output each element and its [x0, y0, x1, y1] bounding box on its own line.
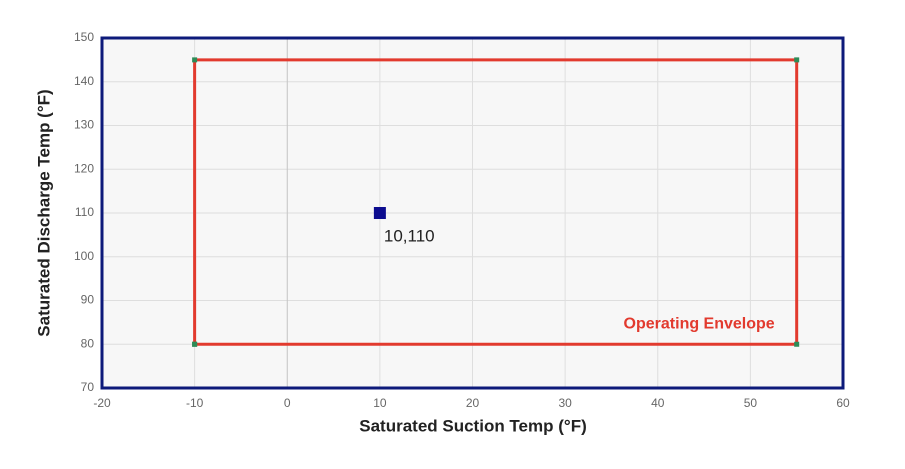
point-label: 10,110: [384, 226, 435, 245]
x-tick-label: -20: [93, 396, 111, 410]
data-point: [373, 207, 386, 219]
y-tick-label: 70: [81, 380, 95, 394]
y-tick-label: 110: [75, 205, 94, 219]
y-tick-label: 120: [74, 161, 94, 175]
envelope-label: Operating Envelope: [624, 315, 775, 332]
x-tick-label: 20: [466, 396, 480, 410]
x-tick-label: 60: [836, 396, 850, 410]
y-tick-label: 150: [74, 30, 94, 44]
vertex-marker: [192, 57, 198, 63]
vertex-marker: [794, 341, 800, 347]
y-tick-label: 140: [74, 74, 94, 88]
x-tick-label: -10: [186, 396, 204, 410]
x-tick-label: 30: [558, 396, 572, 410]
x-axis-title: Saturated Suction Temp (°F): [359, 416, 587, 435]
x-tick-label: 10: [373, 396, 387, 410]
x-tick-label: 40: [651, 396, 665, 410]
x-tick-label: 50: [744, 396, 758, 410]
y-tick-label: 130: [74, 118, 94, 132]
y-tick-label: 100: [74, 249, 94, 263]
y-tick-label: 80: [81, 336, 95, 350]
y-tick-label: 90: [81, 293, 95, 307]
vertex-marker: [794, 57, 800, 63]
vertex-marker: [192, 341, 198, 347]
y-axis-title: Saturated Discharge Temp (°F): [34, 89, 53, 336]
x-tick-label: 0: [284, 396, 291, 410]
plot-border: [100, 36, 845, 390]
